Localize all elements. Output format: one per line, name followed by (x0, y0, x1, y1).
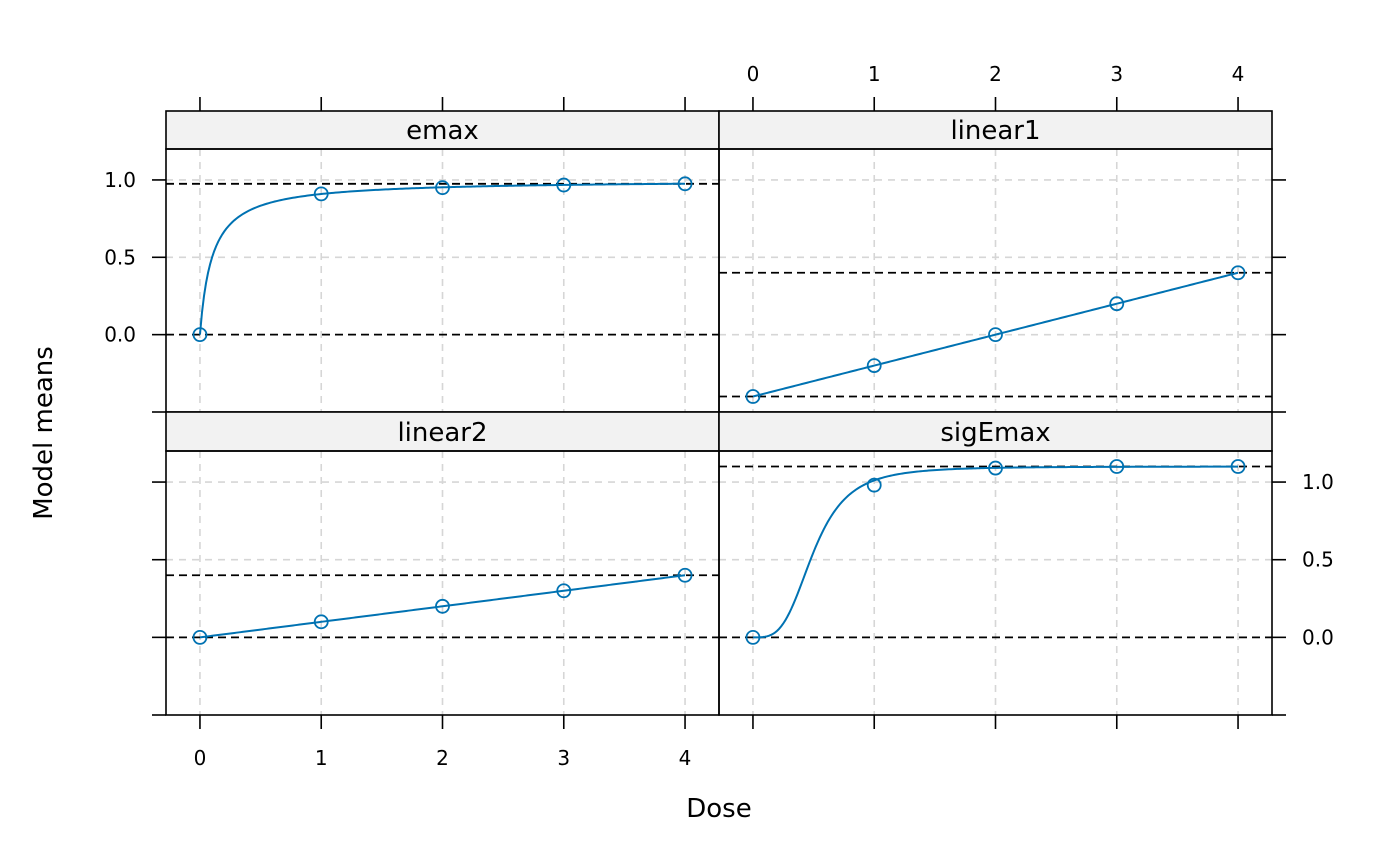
panel-title-emax: emax (406, 116, 479, 146)
y-axis-title: Model means (29, 346, 59, 520)
data-point-sigemax (988, 460, 1003, 476)
x-tick-label: 1 (315, 746, 328, 770)
data-point-emax (192, 327, 208, 343)
panel-title-linear2: linear2 (397, 418, 487, 448)
y-tick-label: 0.0 (1302, 625, 1334, 649)
model-curve-linear1 (752, 271, 1239, 398)
data-point-sigemax (866, 477, 882, 493)
data-point-emax (435, 180, 450, 196)
data-point-linear2 (192, 629, 208, 645)
panel-strip-sigemax (718, 411, 1273, 452)
data-point-linear2 (677, 567, 693, 583)
panel-strip-linear2 (165, 411, 720, 452)
data-point-linear1 (988, 327, 1003, 343)
model-curve-linear2 (199, 574, 686, 639)
data-point-emax (556, 177, 572, 193)
data-point-emax (313, 186, 329, 202)
data-point-sigemax (1109, 459, 1125, 474)
x-axis-title: Dose (686, 794, 751, 824)
axes-layer: 0 1 2 3 4 0 1 2 3 4 0.0 0.5 1.0 0.0 0.5 1.0 (104, 62, 1334, 770)
y-tick-label: 0.5 (104, 245, 136, 269)
series-layer (192, 176, 1246, 645)
x-tick-label: 2 (989, 62, 1002, 86)
data-point-sigemax (1230, 459, 1246, 474)
data-point-linear1 (1109, 296, 1125, 312)
x-tick-label: 2 (436, 746, 449, 770)
y-tick-label: 0.0 (104, 323, 136, 347)
data-point-linear2 (556, 583, 572, 599)
data-point-linear1 (866, 358, 882, 373)
data-point-emax (677, 176, 693, 192)
reference-lines-layer (166, 182, 1272, 639)
x-tick-label: 4 (1232, 62, 1245, 86)
data-point-sigemax (745, 629, 761, 645)
data-point-linear1 (745, 389, 761, 404)
y-tick-label: 1.0 (104, 168, 136, 192)
panel-strip-linear1 (718, 110, 1273, 150)
data-point-linear2 (435, 598, 450, 614)
x-tick-label: 3 (1110, 62, 1123, 86)
y-tick-label: 0.5 (1302, 548, 1334, 572)
data-point-linear2 (313, 614, 329, 630)
y-tick-label: 1.0 (1302, 470, 1334, 494)
panel-title-linear1: linear1 (950, 116, 1040, 146)
x-tick-label: 0 (747, 62, 760, 86)
panel-frames-layer: emax linear1 linear2 sigEmax (165, 110, 1273, 716)
model-curve-emax (198, 182, 686, 335)
x-tick-label: 4 (679, 746, 692, 770)
x-tick-label: 3 (557, 746, 570, 770)
data-point-linear1 (1230, 265, 1246, 281)
x-tick-label: 1 (868, 62, 881, 86)
model-curve-sigemax (752, 465, 1239, 639)
x-tick-label: 0 (194, 746, 207, 770)
panel-title-sigemax: sigEmax (940, 418, 1050, 448)
